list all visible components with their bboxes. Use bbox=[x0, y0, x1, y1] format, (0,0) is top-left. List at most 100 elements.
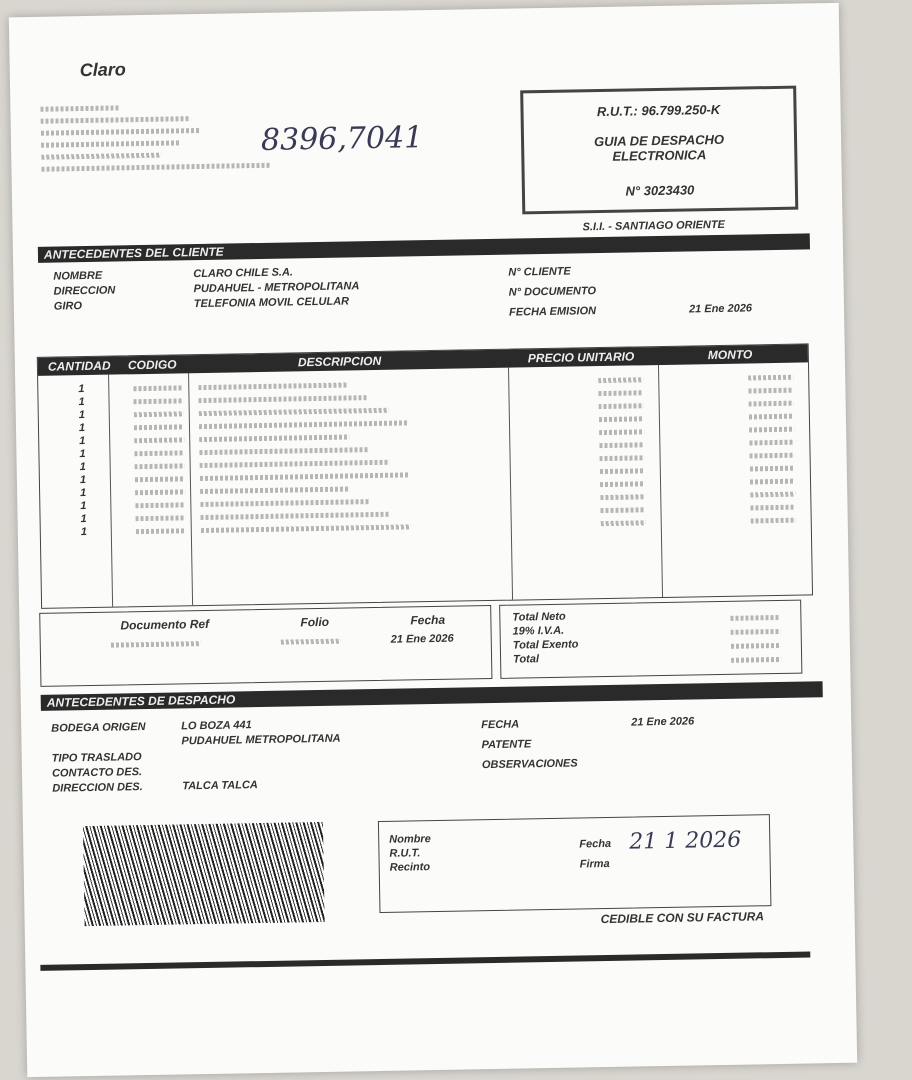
receipt-box: Nombre R.U.T. Recinto Fecha Firma 21 1 202… bbox=[377, 814, 772, 926]
column-header: CODIGO bbox=[127, 357, 177, 373]
table-header: CANTIDAD CODIGO DESCRIPCION PRECIO UNITARIO… bbox=[37, 344, 808, 376]
field-label: CONTACTO DES. bbox=[51, 766, 143, 780]
reference-box: Documento Ref Folio Fecha 21 Ene 2026 bbox=[39, 604, 493, 687]
quantity: 1 bbox=[80, 487, 87, 500]
illegible bbox=[749, 426, 795, 433]
column-header: DESCRIPCION bbox=[297, 353, 382, 370]
field-label: DIRECCION DES. bbox=[52, 781, 143, 795]
illegible bbox=[749, 465, 795, 472]
illegible bbox=[599, 442, 645, 449]
field-label: BODEGA ORIGEN bbox=[51, 721, 146, 735]
illegible bbox=[133, 398, 184, 405]
column-header: PRECIO UNITARIO bbox=[527, 349, 635, 366]
sign-field: Nombre bbox=[389, 833, 431, 846]
column-header: MONTO bbox=[707, 347, 753, 363]
quantity: 1 bbox=[78, 383, 85, 396]
totals: Total Neto 19% I.V.A. Total Exento Total bbox=[500, 601, 800, 666]
field-value: LO BOZA 441 bbox=[181, 719, 252, 733]
illegible bbox=[134, 450, 185, 457]
quantity: 1 bbox=[79, 461, 86, 474]
illegible bbox=[749, 478, 796, 485]
field-value: PUDAHUEL METROPOLITANA bbox=[181, 732, 341, 748]
illegible bbox=[200, 499, 371, 508]
quantity: 1 bbox=[78, 409, 85, 422]
field-label: GIRO bbox=[53, 300, 83, 313]
quantity: 1 bbox=[79, 474, 87, 487]
total-label: 19% I.V.A. bbox=[512, 624, 565, 638]
field-label: NOMBRE bbox=[53, 269, 103, 283]
quantity: 1 bbox=[78, 396, 85, 409]
illegible bbox=[135, 515, 186, 522]
field-value: TELEFONIA MOVIL CELULAR bbox=[193, 295, 350, 311]
field-label: DIRECCION bbox=[53, 284, 116, 298]
illegible bbox=[135, 528, 186, 535]
column-header: CANTIDAD bbox=[47, 358, 111, 374]
sign-field: Recinto bbox=[389, 861, 431, 874]
cedible: CEDIBLE CON SU FACTURA bbox=[600, 909, 765, 927]
illegible bbox=[599, 455, 645, 462]
illegible bbox=[750, 491, 796, 498]
illegible bbox=[198, 395, 369, 404]
illegible bbox=[599, 429, 645, 436]
section-title: ANTECEDENTES DE DESPACHO bbox=[46, 692, 236, 710]
quantity: 1 bbox=[79, 448, 86, 461]
field-label: FECHA EMISION bbox=[508, 305, 597, 319]
illegible bbox=[200, 524, 411, 534]
handwritten-note: 8396,7041 bbox=[260, 120, 424, 158]
document: Claro 8396,7041 R.U.T.: 96.799.250-K GUI… bbox=[8, 2, 858, 1078]
field-label: N° DOCUMENTO bbox=[508, 285, 597, 299]
illegible bbox=[750, 517, 796, 524]
illegible bbox=[135, 489, 186, 496]
quantity: 1 bbox=[80, 513, 87, 526]
date-label: Fecha bbox=[579, 837, 612, 851]
illegible bbox=[199, 459, 390, 469]
quantity: 1 bbox=[80, 500, 87, 513]
sign-labels: Nombre R.U.T. Recinto bbox=[379, 815, 769, 874]
field-value: PUDAHUEL - METROPOLITANA bbox=[193, 280, 360, 296]
illegible bbox=[749, 439, 795, 446]
illegible bbox=[750, 504, 796, 511]
folio-box: R.U.T.: 96.799.250-K GUIA DE DESPACHO EL… bbox=[520, 85, 799, 215]
field-value: 21 Ene 2026 bbox=[688, 302, 753, 316]
illegible bbox=[749, 452, 795, 459]
items-table: CANTIDAD CODIGO DESCRIPCION PRECIO UNITARIO… bbox=[36, 343, 814, 609]
illegible bbox=[598, 403, 644, 410]
illegible bbox=[133, 385, 184, 392]
reference-column: Documento Ref bbox=[120, 616, 210, 633]
sign-label: Firma bbox=[579, 857, 610, 871]
doc-number: N° 3023430 bbox=[625, 182, 695, 199]
field-value: CLARO CHILE S.A. bbox=[193, 266, 294, 281]
quantity: 1 bbox=[78, 422, 86, 435]
illegible bbox=[600, 481, 646, 488]
illegible bbox=[133, 424, 185, 431]
illegible bbox=[134, 463, 185, 470]
illegible bbox=[599, 468, 645, 475]
illegible bbox=[598, 416, 644, 423]
illegible bbox=[731, 656, 782, 663]
illegible bbox=[748, 374, 794, 381]
quantity: 1 bbox=[80, 526, 88, 539]
rut: R.U.T.: 96.799.250-K bbox=[596, 101, 721, 120]
field-value: TALCA TALCA bbox=[182, 779, 258, 793]
illegible bbox=[598, 390, 644, 397]
sign-field: R.U.T. bbox=[389, 847, 421, 860]
field-label: PATENTE bbox=[481, 738, 532, 752]
field-value: 21 Ene 2026 bbox=[631, 715, 695, 729]
handwritten-date: 21 1 2026 bbox=[629, 827, 742, 855]
reference-column: Folio bbox=[300, 614, 330, 630]
quantity: 1 bbox=[79, 435, 86, 448]
totals-box: Total Neto 19% I.V.A. Total Exento Total bbox=[499, 599, 803, 679]
illegible bbox=[600, 520, 646, 527]
illegible bbox=[134, 476, 185, 483]
illegible bbox=[135, 502, 186, 509]
illegible bbox=[198, 407, 389, 417]
sii: S.I.I. - SANTIAGO ORIENTE bbox=[582, 218, 726, 234]
total-label: Total Exento bbox=[512, 638, 579, 652]
illegible bbox=[200, 511, 391, 521]
field-label: TIPO TRASLADO bbox=[51, 751, 142, 765]
dispatch-block: BODEGA ORIGEN LO BOZA 441 PUDAHUEL METROPO… bbox=[41, 705, 813, 818]
illegible bbox=[730, 628, 781, 635]
illegible bbox=[598, 377, 644, 384]
field-label: FECHA bbox=[481, 718, 520, 732]
